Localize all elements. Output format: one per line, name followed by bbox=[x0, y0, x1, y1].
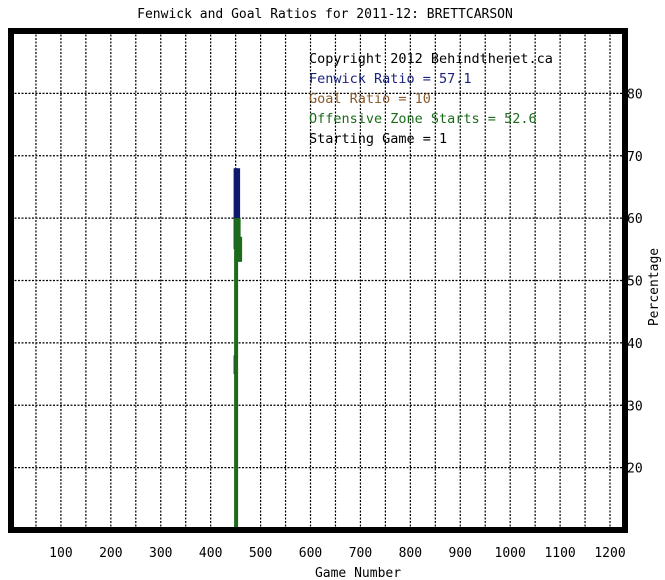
plot-frame bbox=[8, 28, 628, 533]
annotation-line: Starting Game = 1 bbox=[309, 131, 447, 147]
annotation-line: Copyright 2012 Behindthenet.ca bbox=[309, 51, 553, 67]
x-tick-label: 1200 bbox=[594, 546, 625, 561]
x-tick-label: 400 bbox=[199, 546, 222, 561]
y-tick-label: 60 bbox=[627, 212, 643, 227]
y-tick-label: 80 bbox=[627, 87, 643, 102]
x-tick-label: 700 bbox=[349, 546, 372, 561]
annotations: Copyright 2012 Behindthenet.ca Fenwick Ra… bbox=[309, 51, 553, 147]
chart-title: Fenwick and Goal Ratios for 2011-12: BRE… bbox=[137, 7, 513, 22]
y-tick-label: 20 bbox=[627, 462, 643, 477]
annotation-line: Offensive Zone Starts = 52.6 bbox=[309, 111, 537, 127]
x-tick-label: 500 bbox=[249, 546, 272, 561]
x-tick-label: 600 bbox=[299, 546, 322, 561]
y-tick-label: 30 bbox=[627, 399, 643, 414]
x-tick-label: 1100 bbox=[544, 546, 575, 561]
y-tick-labels: 20 30 40 50 60 70 80 bbox=[627, 87, 643, 476]
y-tick-label: 40 bbox=[627, 337, 643, 352]
x-tick-label: 200 bbox=[99, 546, 122, 561]
annotation-line: Goal Ratio = 10 bbox=[309, 91, 431, 107]
grid-lines bbox=[11, 31, 625, 530]
x-tick-label: 300 bbox=[149, 546, 172, 561]
x-axis-label: Game Number bbox=[315, 566, 401, 580]
series-layer bbox=[233, 168, 243, 530]
x-tick-labels: 100 200 300 400 500 600 700 800 900 1000 1100 1200 bbox=[49, 546, 626, 561]
annotation-line: Fenwick Ratio = 57.1 bbox=[309, 71, 472, 87]
x-tick-label: 900 bbox=[449, 546, 472, 561]
x-tick-label: 1000 bbox=[495, 546, 526, 561]
x-tick-label: 100 bbox=[49, 546, 72, 561]
y-tick-label: 50 bbox=[627, 275, 643, 290]
y-tick-label: 70 bbox=[627, 150, 643, 165]
y-axis-label: Percentage bbox=[647, 248, 662, 326]
x-tick-label: 800 bbox=[399, 546, 422, 561]
